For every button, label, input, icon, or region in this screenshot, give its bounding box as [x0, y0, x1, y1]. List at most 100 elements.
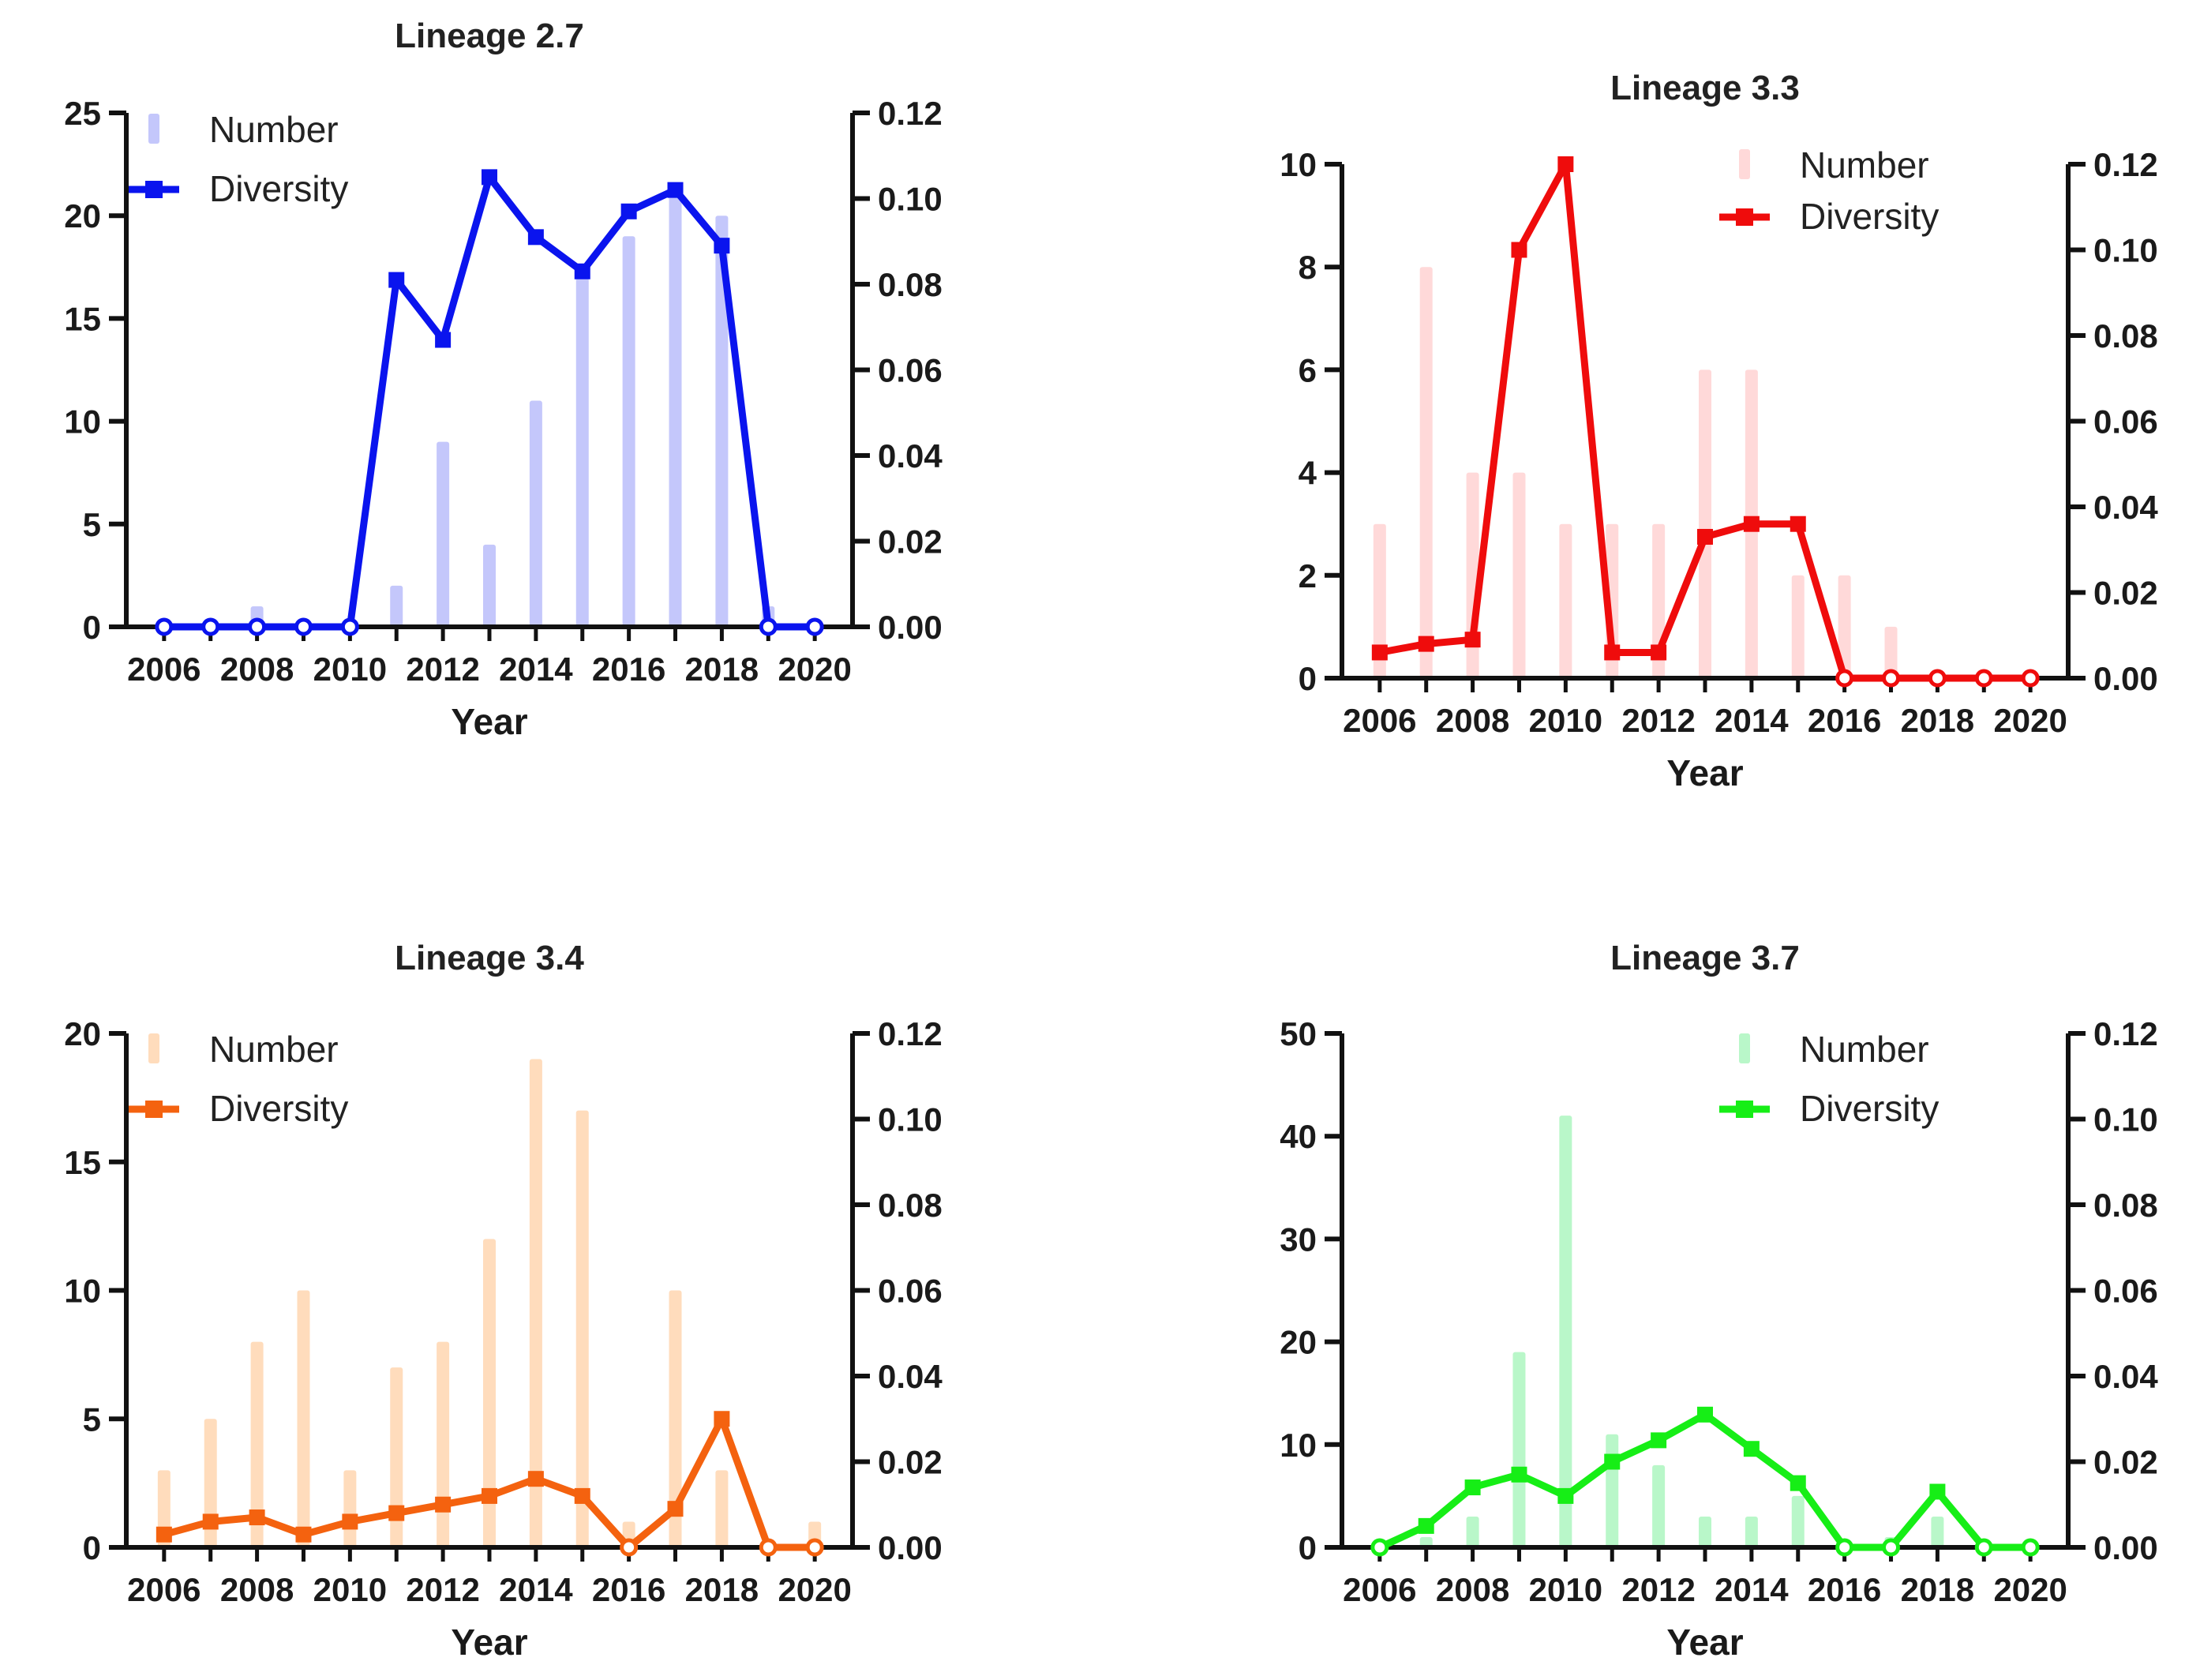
- diversity-point-2012: [435, 332, 452, 348]
- y-right-tick-label: 0.08: [2093, 317, 2158, 354]
- diversity-point-2019: [759, 617, 778, 636]
- y-left-tick-label: 40: [1280, 1118, 1317, 1155]
- y-left-tick-label: 0: [1299, 1529, 1317, 1566]
- bar-number-2013: [1699, 1516, 1711, 1547]
- bar-number-2014: [1745, 1516, 1758, 1547]
- bar-number-2015: [1791, 1495, 1805, 1547]
- y-right-tick-label: 0.06: [878, 1273, 943, 1310]
- legend-number-swatch: [148, 1033, 159, 1063]
- diversity-point-2006: [1371, 644, 1388, 661]
- bar-number-2012: [437, 1341, 450, 1547]
- legend-diversity-label: Diversity: [1800, 196, 1939, 237]
- bar-number-2009: [1512, 472, 1526, 678]
- legend-diversity-marker: [145, 1101, 163, 1118]
- bar-number-2011: [1606, 1434, 1619, 1547]
- diversity-point-2011: [1604, 1453, 1621, 1470]
- bar-number-2008: [250, 1341, 264, 1547]
- y-right-tick-label: 0.06: [2093, 403, 2158, 441]
- diversity-point-2014: [1743, 1441, 1760, 1457]
- bar-number-2016: [622, 236, 635, 627]
- y-right-tick-label: 0.12: [878, 1015, 943, 1052]
- x-tick-label: 2006: [1343, 702, 1416, 739]
- diversity-point-2018: [1928, 669, 1947, 688]
- diversity-point-2007: [201, 617, 220, 636]
- legend: Number Diversity: [129, 1029, 348, 1129]
- bar-number-2013: [483, 544, 496, 627]
- legend: Number Diversity: [1719, 1029, 1939, 1129]
- diversity-point-2020: [2021, 669, 2040, 688]
- bar-number-2013: [483, 1239, 496, 1547]
- bar-number-2016: [1838, 575, 1851, 678]
- x-tick-label: 2016: [1808, 702, 1881, 739]
- x-tick-label: 2012: [1621, 702, 1695, 739]
- x-tick-label: 2016: [1808, 1571, 1881, 1608]
- chart-title: Lineage 3.7: [1610, 939, 1800, 977]
- diversity-point-2017: [667, 1501, 684, 1517]
- x-tick-label: 2006: [127, 1571, 201, 1608]
- diversity-point-2007: [202, 1513, 219, 1530]
- y-right-tick-label: 0.12: [878, 95, 943, 132]
- x-tick-label: 2020: [1993, 1571, 2067, 1608]
- legend-diversity-label: Diversity: [209, 1088, 348, 1129]
- bar-number-2010: [1559, 1116, 1572, 1547]
- y-right-tick-label: 0.04: [878, 437, 943, 474]
- bar-number-2012: [437, 441, 450, 627]
- legend-diversity-marker: [145, 181, 163, 198]
- bar-number-2009: [297, 1290, 310, 1547]
- diversity-point-2020: [805, 1538, 824, 1557]
- diversity-point-2015: [1790, 1475, 1806, 1491]
- diversity-point-2011: [388, 1505, 405, 1521]
- y-left-tick-label: 5: [83, 506, 101, 543]
- diversity-point-2010: [342, 1513, 358, 1530]
- y-right-tick-label: 0.10: [2093, 1101, 2158, 1138]
- x-tick-label: 2008: [220, 1571, 294, 1608]
- y-right-tick-label: 0.00: [2093, 1529, 2158, 1566]
- y-left-tick-label: 8: [1299, 249, 1317, 286]
- diversity-point-2013: [1697, 528, 1713, 545]
- x-tick-label: 2014: [499, 1571, 573, 1608]
- diversity-point-2006: [155, 617, 174, 636]
- x-tick-label: 2010: [1529, 1571, 1602, 1608]
- bar-number-2014: [529, 400, 542, 627]
- y-left-tick-label: 0: [83, 1529, 101, 1566]
- bar-number-2015: [575, 277, 589, 627]
- x-axis-label: Year: [1666, 752, 1743, 793]
- bar-number-2018: [715, 1470, 729, 1547]
- legend-number-swatch: [1739, 1033, 1750, 1063]
- chart-panel-4: Lineage 3.7 0 10 20 30 40 50 0.00 0.02 0.04 0.06 0.…: [1280, 939, 2158, 1663]
- y-right-tick-label: 0.00: [2093, 660, 2158, 697]
- x-tick-label: 2010: [1529, 702, 1602, 739]
- chart-title: Lineage 3.3: [1610, 69, 1800, 107]
- diversity-point-2010: [1557, 156, 1574, 172]
- y-left-tick-label: 20: [64, 1015, 101, 1052]
- diversity-point-2012: [1651, 1432, 1667, 1449]
- bar-number-2018: [1931, 1516, 1944, 1547]
- bar-number-2015: [575, 1110, 589, 1547]
- x-tick-label: 2014: [1715, 1571, 1789, 1608]
- x-tick-label: 2006: [127, 651, 201, 688]
- bar-number-2018: [715, 216, 729, 627]
- diversity-point-2006: [156, 1526, 172, 1543]
- y-left-tick-label: 15: [64, 300, 101, 337]
- y-right-tick-label: 0.02: [878, 1444, 943, 1481]
- y-right-tick-label: 0.08: [878, 1187, 943, 1224]
- bar-number-2011: [390, 585, 403, 627]
- legend-diversity-marker: [1736, 208, 1753, 226]
- diversity-point-2009: [294, 617, 313, 636]
- y-right-tick-label: 0.06: [878, 352, 943, 389]
- diversity-point-2008: [1464, 1479, 1481, 1496]
- diversity-point-2018: [714, 238, 730, 254]
- legend: Number Diversity: [129, 109, 348, 209]
- diversity-point-2011: [388, 272, 405, 288]
- y-left-tick-label: 20: [1280, 1324, 1317, 1361]
- diversity-point-2018: [1929, 1483, 1946, 1500]
- y-left-tick-label: 15: [64, 1144, 101, 1181]
- x-tick-label: 2018: [1901, 1571, 1974, 1608]
- x-axis-label: Year: [451, 1622, 527, 1663]
- x-tick-label: 2018: [1901, 702, 1974, 739]
- diversity-point-2014: [1743, 516, 1760, 532]
- diversity-point-2015: [574, 1487, 590, 1504]
- diversity-point-2016: [620, 1538, 639, 1557]
- legend-number-label: Number: [1800, 144, 1929, 186]
